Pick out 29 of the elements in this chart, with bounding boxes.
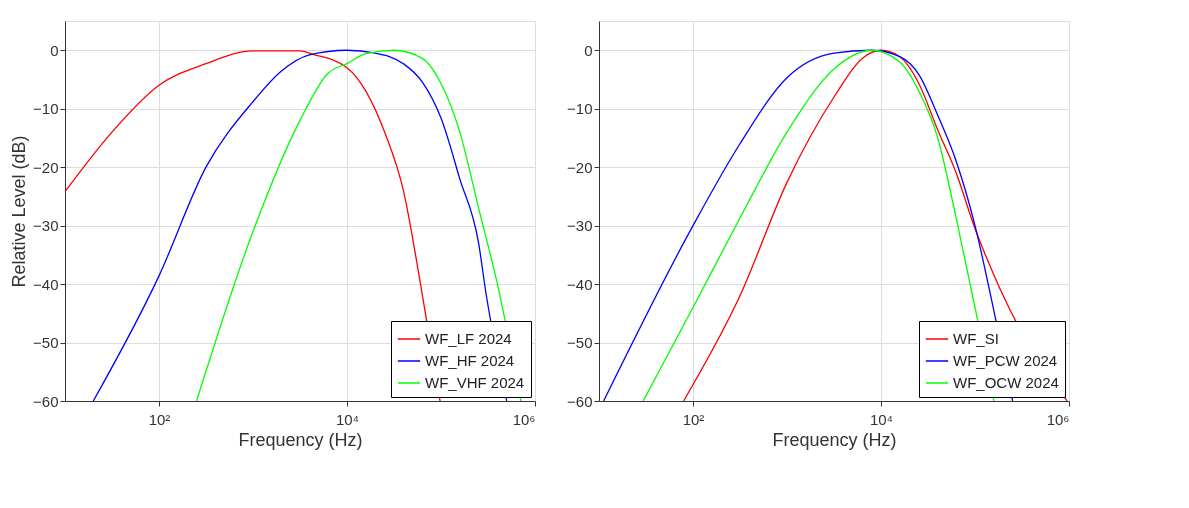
- y-tick-label: −50: [33, 334, 59, 352]
- x-axis-title: Frequency (Hz): [238, 429, 363, 450]
- x-tick-label: 10²: [682, 410, 705, 428]
- x-tick-label: 10²: [148, 410, 171, 428]
- x-tick-label: 10⁶: [1046, 410, 1070, 428]
- legend-label: WF_SI: [953, 330, 999, 347]
- legend-label: WF_HF 2024: [425, 352, 515, 369]
- y-tick-label: −20: [567, 158, 593, 176]
- x-tick-label: 10⁴: [335, 410, 360, 428]
- y-tick-label: −30: [33, 217, 59, 235]
- y-tick-label: −40: [567, 275, 593, 293]
- x-tick-label: 10⁶: [512, 410, 536, 428]
- y-tick-label: −60: [567, 392, 593, 410]
- y-tick-label: 0: [584, 41, 593, 59]
- y-tick-label: −20: [33, 158, 59, 176]
- legend-label: WF_LF 2024: [425, 330, 512, 347]
- y-tick-label: 0: [50, 41, 59, 59]
- legend-label: WF_OCW 2024: [953, 374, 1059, 391]
- x-tick-label: 10⁴: [869, 410, 894, 428]
- y-tick-label: −50: [567, 334, 593, 352]
- y-tick-label: −40: [33, 275, 59, 293]
- legend-label: WF_PCW 2024: [953, 352, 1058, 369]
- x-axis-title: Frequency (Hz): [772, 429, 897, 450]
- y-tick-label: −60: [33, 392, 59, 410]
- y-axis-title: Relative Level (dB): [9, 135, 30, 288]
- y-tick-label: −10: [33, 100, 59, 118]
- y-tick-label: −10: [567, 100, 593, 118]
- y-tick-label: −30: [567, 217, 593, 235]
- legend-label: WF_VHF 2024: [425, 374, 525, 391]
